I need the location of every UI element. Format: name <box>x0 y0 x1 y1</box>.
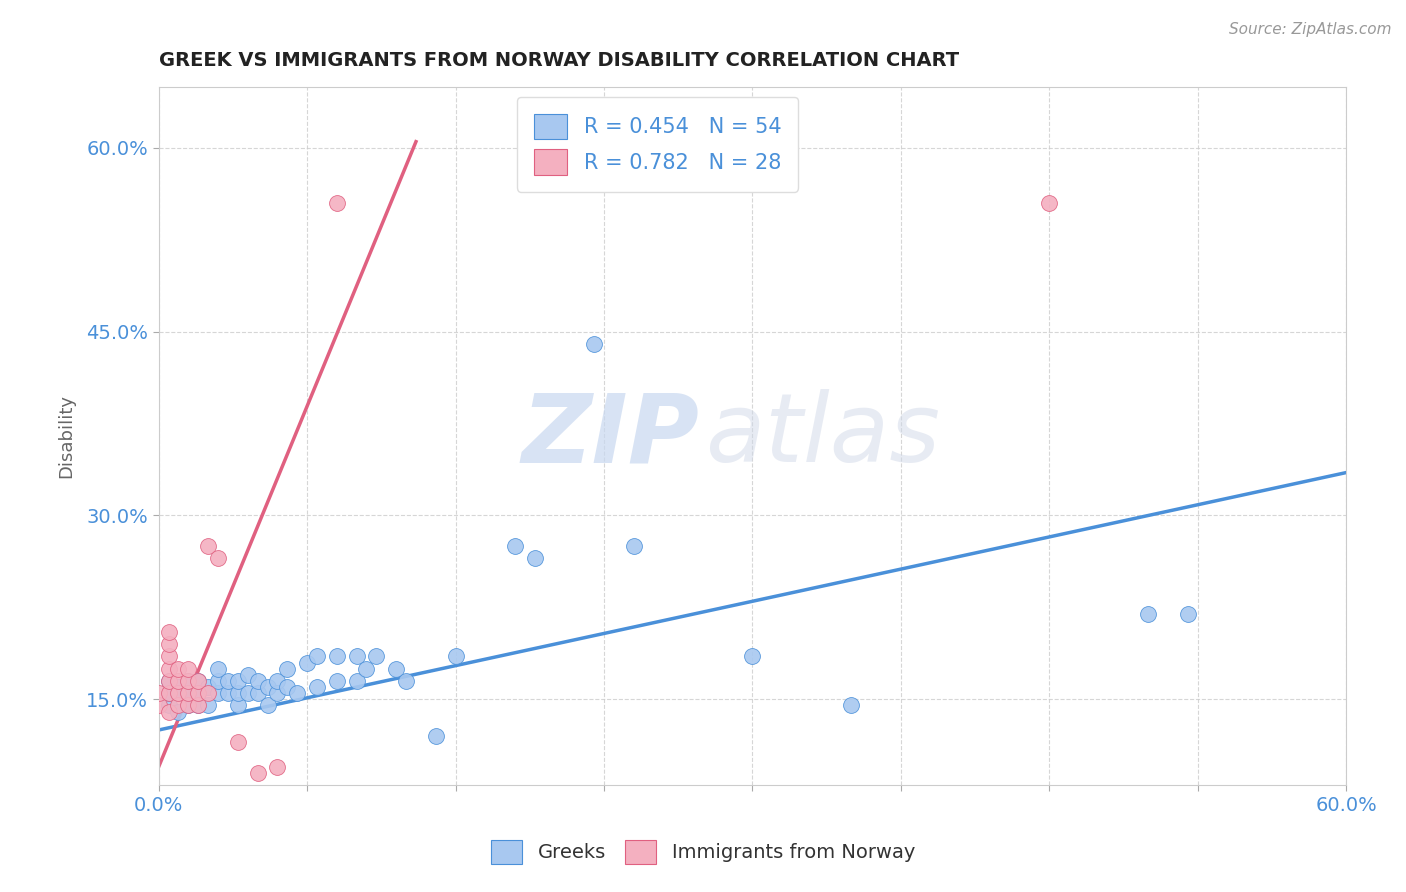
Point <box>157 673 180 688</box>
Point <box>1177 607 1199 621</box>
Point <box>177 686 200 700</box>
Point <box>207 551 229 566</box>
Point <box>177 686 200 700</box>
Point <box>285 686 308 700</box>
Point <box>583 337 606 351</box>
Point <box>1038 196 1060 211</box>
Point <box>305 649 328 664</box>
Point <box>187 673 209 688</box>
Legend: R = 0.454   N = 54, R = 0.782   N = 28: R = 0.454 N = 54, R = 0.782 N = 28 <box>517 97 797 192</box>
Point <box>167 686 190 700</box>
Point <box>366 649 388 664</box>
Point <box>157 698 180 713</box>
Point <box>839 698 862 713</box>
Text: Source: ZipAtlas.com: Source: ZipAtlas.com <box>1229 22 1392 37</box>
Point <box>246 686 269 700</box>
Point <box>157 686 180 700</box>
Point <box>177 673 200 688</box>
Point <box>177 698 200 713</box>
Point <box>157 705 180 719</box>
Y-axis label: Disability: Disability <box>58 394 75 478</box>
Legend: Greeks, Immigrants from Norway: Greeks, Immigrants from Norway <box>481 830 925 873</box>
Point <box>157 637 180 651</box>
Point <box>395 673 418 688</box>
Point <box>503 539 526 553</box>
Point <box>276 680 298 694</box>
Point <box>177 698 200 713</box>
Point <box>187 686 209 700</box>
Point <box>326 196 349 211</box>
Point <box>305 680 328 694</box>
Point <box>187 698 209 713</box>
Point <box>217 686 239 700</box>
Point <box>226 698 249 713</box>
Point <box>167 673 190 688</box>
Point <box>177 673 200 688</box>
Point <box>623 539 645 553</box>
Point <box>217 673 239 688</box>
Text: GREEK VS IMMIGRANTS FROM NORWAY DISABILITY CORRELATION CHART: GREEK VS IMMIGRANTS FROM NORWAY DISABILI… <box>159 51 959 70</box>
Point <box>197 539 219 553</box>
Point <box>167 662 190 676</box>
Point <box>197 680 219 694</box>
Point <box>425 729 447 743</box>
Point <box>236 686 259 700</box>
Point <box>256 680 278 694</box>
Point <box>295 656 318 670</box>
Point <box>207 662 229 676</box>
Point <box>236 668 259 682</box>
Point <box>207 673 229 688</box>
Point <box>226 686 249 700</box>
Point <box>356 662 378 676</box>
Point <box>167 698 190 713</box>
Point <box>177 662 200 676</box>
Point <box>266 760 288 774</box>
Point <box>326 673 349 688</box>
Point <box>157 673 180 688</box>
Point <box>167 680 190 694</box>
Point <box>157 624 180 639</box>
Point <box>326 649 349 664</box>
Point <box>148 686 170 700</box>
Point <box>276 662 298 676</box>
Text: ZIP: ZIP <box>522 389 699 483</box>
Point <box>167 686 190 700</box>
Point <box>266 673 288 688</box>
Point <box>187 698 209 713</box>
Point <box>741 649 763 664</box>
Point <box>346 649 368 664</box>
Point <box>157 649 180 664</box>
Point <box>226 673 249 688</box>
Point <box>167 705 190 719</box>
Point <box>346 673 368 688</box>
Point <box>523 551 546 566</box>
Point <box>226 735 249 749</box>
Point <box>256 698 278 713</box>
Point <box>157 662 180 676</box>
Point <box>148 698 170 713</box>
Point <box>444 649 467 664</box>
Point <box>197 686 219 700</box>
Text: atlas: atlas <box>704 389 939 483</box>
Point <box>207 686 229 700</box>
Point <box>187 673 209 688</box>
Point <box>246 673 269 688</box>
Point <box>1137 607 1160 621</box>
Point <box>266 686 288 700</box>
Point <box>157 686 180 700</box>
Point <box>187 686 209 700</box>
Point <box>385 662 408 676</box>
Point <box>246 765 269 780</box>
Point <box>197 698 219 713</box>
